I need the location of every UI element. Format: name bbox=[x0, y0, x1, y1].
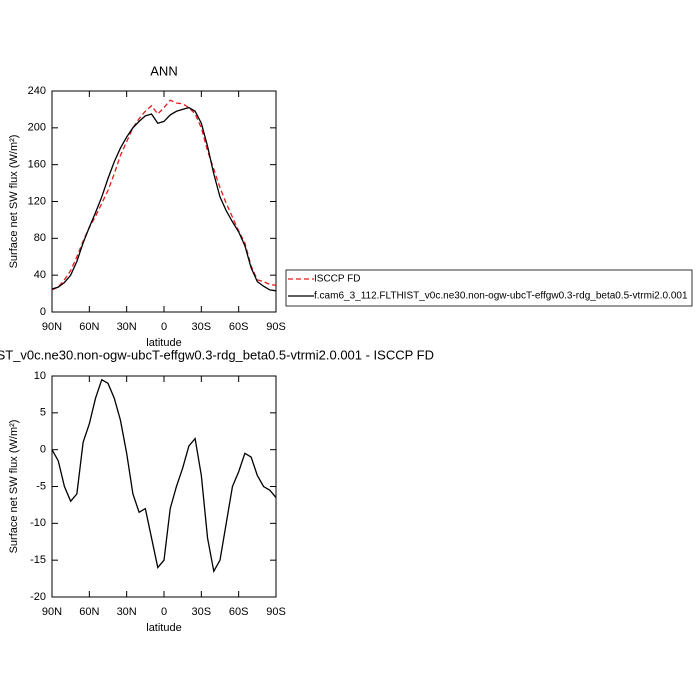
series-line bbox=[51, 378, 277, 574]
x-tick-label: 60N bbox=[79, 321, 99, 333]
x-tick-label: 60S bbox=[229, 606, 249, 618]
y-axis-label: Surface net SW flux (W/m²) bbox=[8, 420, 20, 554]
y-tick-label: 0 bbox=[40, 306, 46, 318]
y-tick-label: -5 bbox=[36, 480, 46, 492]
series-line bbox=[51, 106, 277, 292]
x-tick-label: 60S bbox=[229, 321, 249, 333]
chart-title: HIST_v0c.ne30.non-ogw-ubcT-effgw0.3-rdg_… bbox=[0, 347, 434, 362]
x-axis-label: latitude bbox=[146, 622, 181, 634]
y-tick-label: 0 bbox=[40, 444, 46, 456]
y-tick-label: 80 bbox=[34, 232, 46, 244]
y-tick-label: 10 bbox=[34, 370, 46, 382]
x-tick-label: 30N bbox=[117, 321, 137, 333]
plot-frame bbox=[51, 375, 277, 598]
plot-frame bbox=[51, 90, 277, 313]
series-line bbox=[51, 99, 277, 291]
x-tick-label: 30S bbox=[192, 606, 212, 618]
y-tick-label: -20 bbox=[30, 591, 46, 603]
legend-box bbox=[285, 269, 693, 307]
y-tick-label: 200 bbox=[28, 122, 46, 134]
y-tick-label: -15 bbox=[30, 554, 46, 566]
x-tick-label: 90S bbox=[266, 321, 286, 333]
x-tick-label: 90S bbox=[266, 606, 286, 618]
chart-title: ANN bbox=[150, 63, 177, 78]
y-tick-label: 120 bbox=[28, 195, 46, 207]
legend-label: f.cam6_3_112.FLTHIST_v0c.ne30.non-ogw-ub… bbox=[314, 291, 688, 302]
y-tick-label: -10 bbox=[30, 517, 46, 529]
x-tick-label: 60N bbox=[79, 606, 99, 618]
y-tick-label: 5 bbox=[40, 407, 46, 419]
y-tick-label: 40 bbox=[34, 269, 46, 281]
y-axis-label: Surface net SW flux (W/m²) bbox=[8, 135, 20, 269]
y-tick-label: 160 bbox=[28, 159, 46, 171]
x-tick-label: 30N bbox=[117, 606, 137, 618]
y-tick-label: 240 bbox=[28, 85, 46, 97]
x-tick-label: 90N bbox=[42, 606, 62, 618]
x-tick-label: 0 bbox=[161, 606, 167, 618]
legend-label: ISCCP FD bbox=[314, 274, 361, 285]
x-tick-label: 90N bbox=[42, 321, 62, 333]
x-tick-label: 30S bbox=[192, 321, 212, 333]
x-axis-label: latitude bbox=[146, 337, 181, 349]
x-tick-label: 0 bbox=[161, 321, 167, 333]
